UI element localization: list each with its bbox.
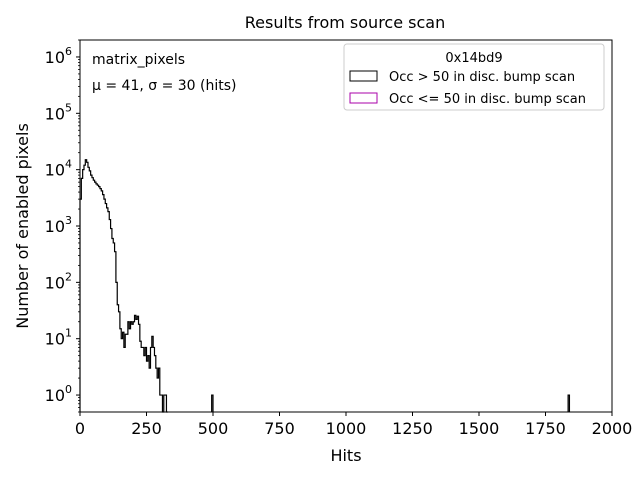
y-tick-label: 101 [45, 327, 72, 349]
x-tick-label: 500 [198, 419, 229, 438]
x-tick-label: 1000 [326, 419, 367, 438]
histogram-step-line [567, 394, 571, 412]
x-tick-label: 2000 [592, 419, 633, 438]
x-tick-label: 1750 [525, 419, 566, 438]
y-tick-label: 100 [45, 383, 72, 405]
y-tick-label: 104 [45, 158, 72, 180]
x-tick-label: 0 [75, 419, 85, 438]
x-axis-ticks: 0 250 500 750 1000 1250 1500 1750 2000 [75, 412, 632, 438]
histogram-step-line [79, 159, 168, 413]
chart-title: Results from source scan [245, 13, 445, 32]
legend-title: 0x14bd9 [445, 51, 502, 66]
histogram-layer [79, 159, 571, 413]
y-axis-ticks: 100 101 102 103 104 105 106 [45, 39, 80, 413]
y-tick-label: 106 [45, 45, 72, 67]
x-tick-label: 1250 [392, 419, 433, 438]
annotation-stats: μ = 41, σ = 30 (hits) [92, 78, 237, 94]
x-tick-label: 750 [264, 419, 295, 438]
y-tick-label: 102 [45, 270, 72, 292]
histogram-step-line [211, 394, 214, 412]
annotation-label: matrix_pixels [92, 52, 185, 68]
x-tick-label: 1500 [459, 419, 500, 438]
x-tick-label: 250 [131, 419, 162, 438]
legend-label-occ-le-50: Occ <= 50 in disc. bump scan [389, 92, 586, 107]
legend-swatch-occ-le-50 [349, 92, 378, 104]
legend-label-occ-gt-50: Occ > 50 in disc. bump scan [389, 70, 575, 85]
y-axis-label: Number of enabled pixels [13, 123, 32, 329]
legend: 0x14bd9 Occ > 50 in disc. bump scan Occ … [343, 43, 605, 111]
y-tick-label: 103 [45, 214, 72, 236]
x-axis-label: Hits [330, 446, 361, 465]
legend-frame [343, 43, 605, 111]
y-tick-label: 105 [45, 101, 72, 123]
legend-swatch-occ-gt-50 [349, 70, 378, 82]
